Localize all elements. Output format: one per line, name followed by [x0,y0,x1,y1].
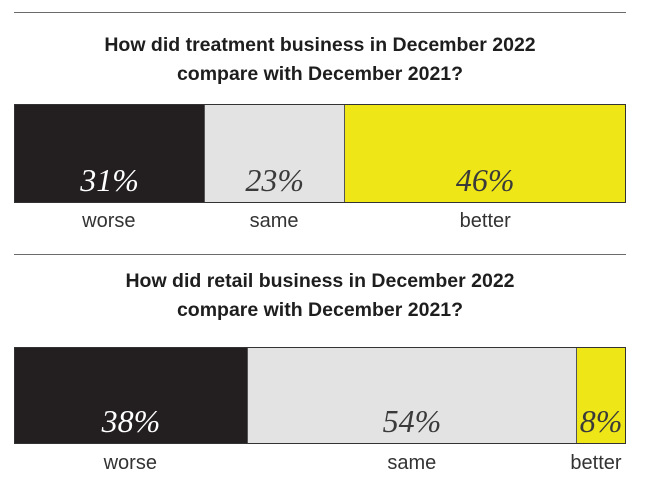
chart-1-segment-same: 23% [204,105,345,202]
chart-1-value-label-same: 23% [245,162,305,198]
chart-2-title-line-1: How did retail business in December 2022 [125,270,515,292]
chart-2-category-label-better: better [570,452,622,474]
chart-2-stacked-bar: 38% 54% 8% [14,347,626,444]
chart-1-title: How did treatment business in December 2… [14,31,626,89]
chart-2-segment-better: 8% [576,348,625,443]
chart-1-category-label-worse: worse [82,210,136,232]
chart-2-category-label-worse: worse [103,452,157,474]
chart-1-category-labels: worse same better [14,209,626,239]
chart-2-value-label-better: 8% [579,403,623,439]
chart-1-title-line-1: How did treatment business in December 2… [104,34,536,56]
chart-1-segment-better: 46% [344,105,625,202]
chart-2-segment-same: 54% [246,348,577,443]
chart-1-category-label-same: same [249,210,299,232]
chart-1-stacked-bar: 31% 23% 46% [14,104,626,203]
chart-2-segment-worse: 38% [15,348,247,443]
chart-1-title-line-2: compare with December 2021? [176,63,464,85]
chart-1-value-label-worse: 31% [80,162,139,198]
chart-2-title-line-2: compare with December 2021? [176,299,464,321]
chart-1-segment-worse: 31% [15,105,205,202]
chart-2-value-label-worse: 38% [101,403,161,439]
chart-2-title: How did retail business in December 2022… [14,267,626,325]
middle-divider [14,254,626,255]
chart-2-category-label-same: same [387,452,437,474]
top-divider [14,12,626,13]
chart-1-value-label-better: 46% [455,162,515,198]
chart-2-category-labels: worse same better [14,451,626,481]
chart-2-value-label-same: 54% [382,403,442,439]
chart-1-category-label-better: better [459,210,511,232]
